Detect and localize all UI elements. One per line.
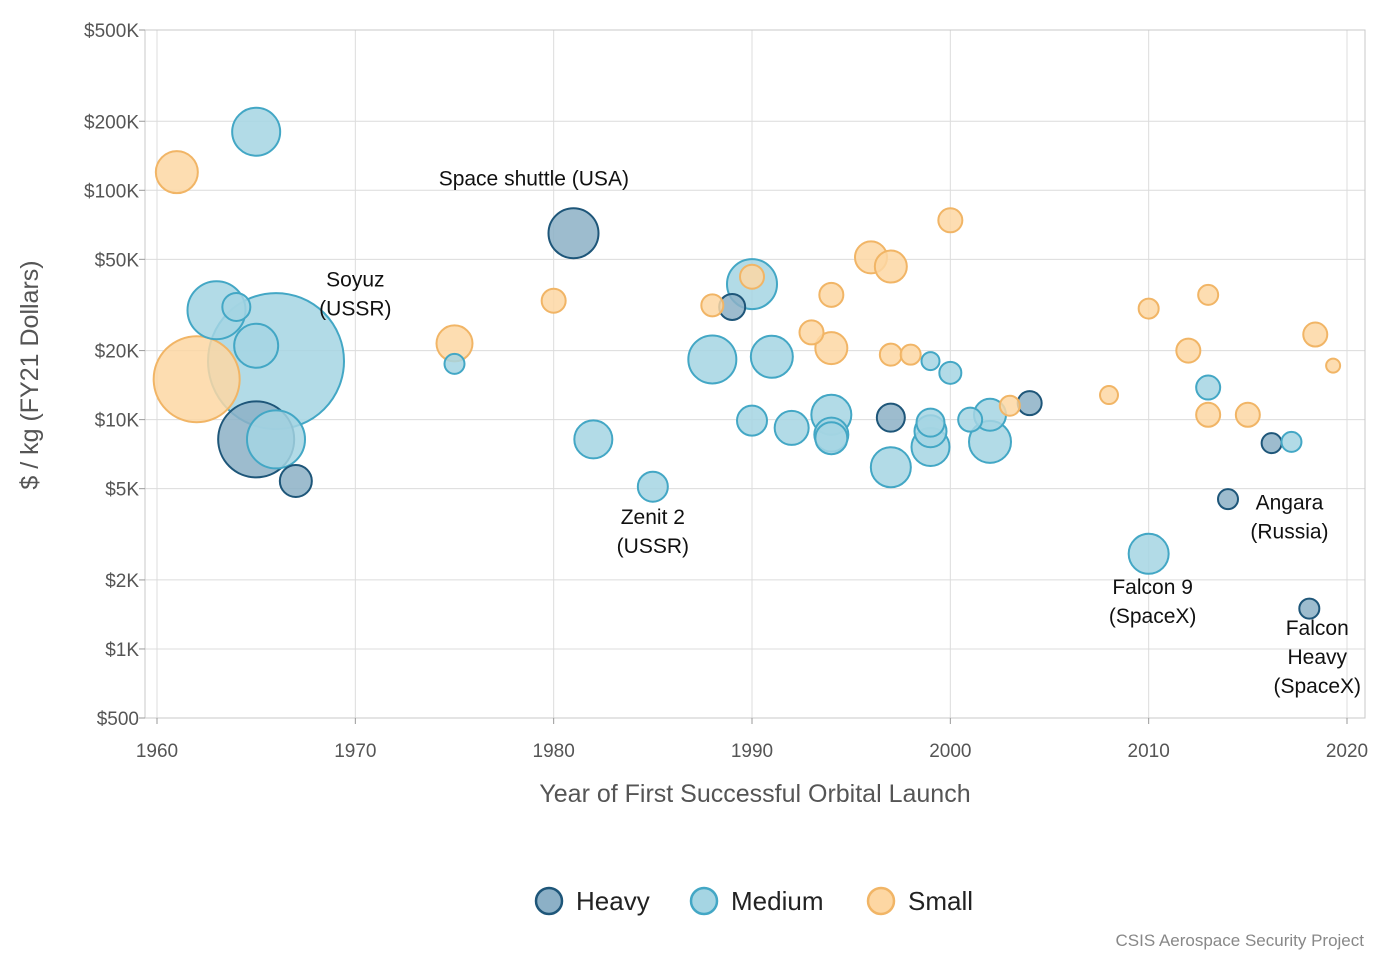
bubble-small	[152, 335, 241, 424]
annotation-label: Space shuttle (USA)	[439, 167, 629, 190]
x-tick-label: 2010	[1128, 741, 1170, 762]
bubble-small	[1137, 297, 1160, 320]
legend-marker-medium	[689, 886, 719, 916]
x-tick-label: 1980	[533, 741, 575, 762]
y-tick-label: $20K	[95, 342, 140, 363]
annotation-label: Falcon 9 (SpaceX)	[1109, 576, 1197, 628]
bubble-small	[818, 281, 845, 308]
bubble-medium	[749, 334, 794, 379]
bubble-medium	[221, 291, 252, 322]
x-tick-label: 1960	[136, 741, 178, 762]
bubble-small	[540, 287, 567, 314]
y-tick-label: $5K	[105, 480, 139, 501]
bubble-small	[1197, 283, 1220, 306]
x-tick-label: 2000	[929, 741, 971, 762]
bubble-medium	[1280, 430, 1303, 453]
bubble-medium	[687, 334, 738, 385]
bubble-small	[1175, 337, 1202, 364]
y-tick-label: $50K	[95, 250, 140, 271]
y-axis-title: $ / kg (FY21 Dollars)	[16, 260, 44, 489]
bubble-heavy	[875, 402, 906, 433]
bubble-small	[1099, 385, 1119, 406]
x-axis-ticks: 1960 1970 1980 1990 2000 2010 2020	[136, 718, 1368, 762]
legend-label-heavy: Heavy	[576, 886, 650, 916]
bubble-small	[700, 293, 725, 318]
bubble-heavy	[1217, 488, 1239, 511]
bubble-small	[1325, 357, 1342, 374]
bubble-medium	[1195, 374, 1222, 401]
y-tick-label: $500	[97, 709, 139, 730]
bubble-heavy	[1260, 432, 1283, 455]
bubble-medium	[957, 406, 984, 433]
bubble-medium	[636, 470, 669, 503]
legend-marker-heavy	[534, 886, 564, 916]
credit-text: CSIS Aerospace Security Project	[1115, 931, 1364, 950]
plot-area	[144, 29, 1366, 719]
y-tick-label: $200K	[84, 112, 139, 133]
bubble-small	[739, 263, 765, 290]
bubble-medium	[773, 409, 810, 446]
annotation-label: Soyuz (USSR)	[319, 269, 391, 321]
legend: Heavy Medium Small	[534, 886, 973, 916]
x-tick-label: 2020	[1326, 741, 1368, 762]
legend-marker-small	[866, 886, 896, 916]
bubble-small	[154, 150, 199, 195]
bubble-heavy	[1298, 597, 1321, 620]
bubble-medium	[915, 407, 946, 438]
bubble-medium	[443, 352, 466, 375]
annotation-label: Falcon Heavy (SpaceX)	[1273, 617, 1361, 698]
bubble-small	[798, 319, 825, 346]
bubbles	[152, 106, 1342, 620]
bubble-small	[937, 207, 964, 234]
bubble-small	[1195, 401, 1222, 428]
annotation-label: Angara (Russia)	[1250, 492, 1328, 544]
bubble-medium	[246, 409, 306, 470]
bubble-medium	[736, 404, 768, 437]
y-tick-label: $10K	[95, 411, 140, 432]
x-axis-title: Year of First Successful Orbital Launch	[539, 780, 970, 808]
bubble-medium	[573, 419, 614, 460]
bubble-medium	[231, 106, 282, 157]
bubble-medium	[938, 360, 963, 385]
bubble-heavy	[1016, 390, 1043, 417]
bubble-small	[814, 331, 849, 366]
bubble-medium	[1127, 532, 1170, 575]
bubble-heavy	[278, 464, 313, 499]
annotation-label: Zenit 2 (USSR)	[617, 506, 689, 558]
y-tick-label: $1K	[105, 640, 139, 661]
bubble-medium	[814, 421, 849, 456]
bubble-small	[878, 342, 903, 367]
y-tick-label: $100K	[84, 181, 139, 202]
bubble-medium	[233, 322, 280, 369]
legend-label-small: Small	[908, 886, 973, 916]
x-tick-label: 1970	[334, 741, 376, 762]
bubble-small	[998, 394, 1021, 417]
y-tick-label: $500K	[84, 21, 139, 42]
legend-label-medium: Medium	[731, 886, 823, 916]
bubble-medium	[869, 446, 912, 489]
x-tick-label: 1990	[731, 741, 773, 762]
bubble-small	[899, 343, 922, 366]
bubble-small	[873, 249, 908, 284]
annotations: Soyuz (USSR) Space shuttle (USA) Zenit 2 (US…	[319, 167, 1361, 698]
y-axis-ticks: $500 $1K $2K $5K $10K $20K $50K $100K $200K $500K	[84, 21, 145, 730]
y-tick-label: $2K	[105, 571, 139, 592]
bubble-medium	[920, 351, 941, 372]
bubble-heavy	[547, 207, 600, 260]
bubble-small	[1302, 321, 1329, 348]
bubble-small	[1234, 401, 1261, 428]
